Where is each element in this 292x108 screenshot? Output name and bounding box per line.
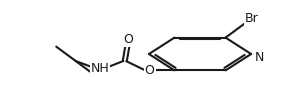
Text: NH: NH — [91, 62, 110, 75]
Text: N: N — [255, 51, 264, 64]
Text: O: O — [145, 64, 154, 77]
Text: O: O — [123, 33, 133, 46]
Text: Br: Br — [245, 12, 259, 25]
